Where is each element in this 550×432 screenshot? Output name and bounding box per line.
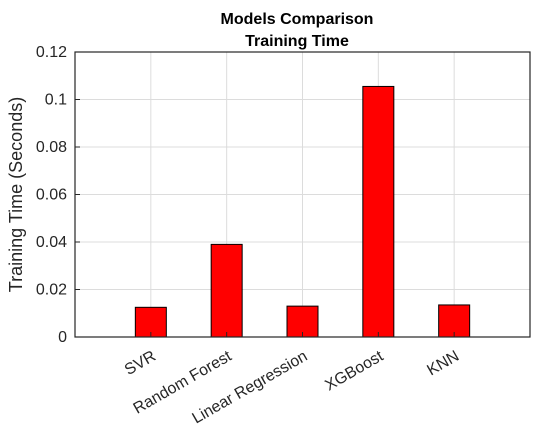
y-tick-label: 0.12 [36, 44, 67, 61]
bar-xgboost [362, 85, 395, 338]
grid-layer [75, 51, 530, 338]
x-tick-label: SVR [122, 348, 159, 379]
y-tick-label: 0 [58, 329, 67, 346]
chart-title-line-1: Models Comparison [221, 11, 374, 28]
y-tick-label: 0.1 [45, 92, 67, 109]
y-tick-label: 0.02 [36, 282, 67, 299]
y-tick-label: 0.06 [36, 187, 67, 204]
bar-random-forest [210, 243, 243, 338]
chart-title-line-2: Training Time [245, 33, 349, 50]
y-axis-label: Training Time (Seconds) [6, 97, 26, 292]
y-tick-label: 0.04 [36, 234, 67, 251]
x-tick-label: KNN [424, 348, 462, 380]
y-tick-label: 0.08 [36, 139, 67, 156]
x-tick-label: XGBoost [322, 347, 386, 394]
